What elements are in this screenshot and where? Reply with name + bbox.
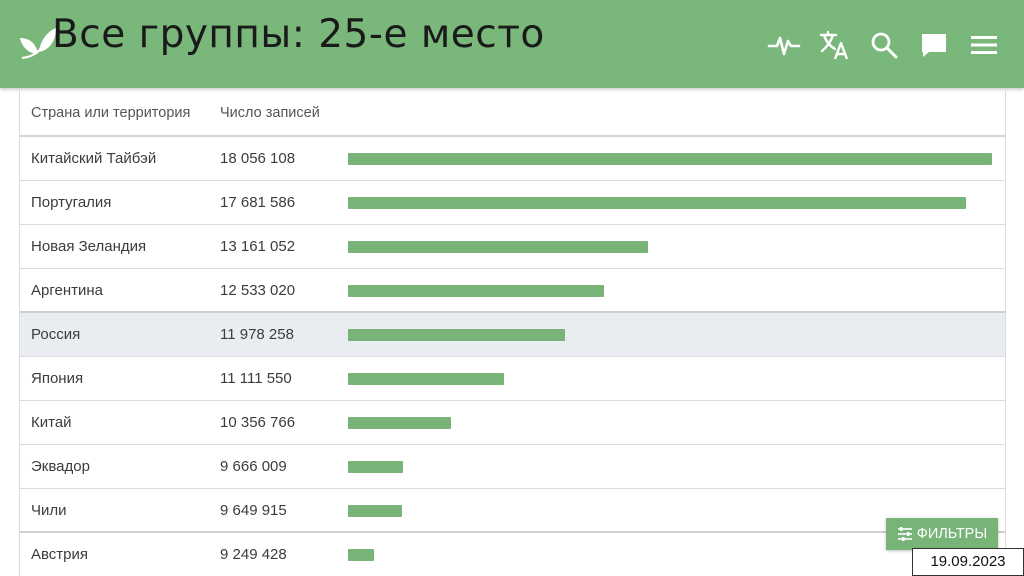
- table-header-row: Страна или территория Число записей: [20, 91, 1005, 137]
- bar-track: [348, 549, 994, 561]
- column-header-country[interactable]: Страна или территория: [31, 105, 191, 121]
- menu-icon[interactable]: [967, 28, 1001, 62]
- sliders-icon: [897, 527, 912, 541]
- country-name: Австрия: [31, 546, 89, 563]
- value-bar: [348, 417, 451, 429]
- value-bar: [348, 153, 992, 165]
- country-name: Португалия: [31, 194, 112, 211]
- value-bar: [348, 505, 402, 517]
- table-row[interactable]: Новая Зеландия 13 161 052: [20, 225, 1005, 269]
- value-bar: [348, 461, 403, 473]
- table-row[interactable]: Португалия 17 681 586: [20, 181, 1005, 225]
- table-row[interactable]: Чили 9 649 915: [20, 489, 1005, 533]
- activity-icon[interactable]: [767, 28, 801, 62]
- country-name: Китай: [31, 414, 72, 431]
- bar-track: [348, 197, 994, 209]
- bar-track: [348, 373, 994, 385]
- bar-track: [348, 417, 994, 429]
- table-row[interactable]: Китайский Тайбэй 18 056 108: [20, 137, 1005, 181]
- record-count: 9 649 915: [220, 502, 287, 519]
- record-count: 12 533 020: [220, 282, 296, 299]
- table-body: Китайский Тайбэй 18 056 108 Португалия 1…: [20, 137, 1005, 576]
- search-icon[interactable]: [867, 28, 901, 62]
- chat-icon[interactable]: [917, 28, 951, 62]
- table-row[interactable]: Китай 10 356 766: [20, 401, 1005, 445]
- table-row[interactable]: Аргентина 12 533 020: [20, 269, 1005, 313]
- value-bar: [348, 329, 565, 341]
- record-count: 9 666 009: [220, 458, 287, 475]
- filters-button-label: ФИЛЬТРЫ: [916, 526, 988, 542]
- record-count: 11 978 258: [220, 326, 294, 343]
- country-name: Эквадор: [31, 458, 90, 475]
- country-name: Япония: [31, 370, 84, 387]
- value-bar: [348, 197, 966, 209]
- records-table: Страна или территория Число записей Кита…: [19, 91, 1006, 576]
- record-count: 11 111 550: [220, 370, 292, 387]
- table-row[interactable]: Эквадор 9 666 009: [20, 445, 1005, 489]
- date-label: 19.09.2023: [912, 548, 1024, 576]
- value-bar: [348, 549, 374, 561]
- translate-icon[interactable]: [818, 28, 852, 62]
- bar-track: [348, 285, 994, 297]
- column-header-count[interactable]: Число записей: [220, 105, 320, 121]
- country-name: Китайский Тайбэй: [31, 150, 157, 167]
- bar-track: [348, 505, 994, 517]
- country-name: Новая Зеландия: [31, 238, 147, 255]
- top-app-bar: Все группы: 25-е место: [0, 0, 1024, 88]
- record-count: 18 056 108: [220, 150, 296, 167]
- table-row-highlighted[interactable]: Россия 11 978 258: [20, 313, 1005, 357]
- country-name: Россия: [31, 326, 81, 343]
- page-title: Все группы: 25-е место: [52, 12, 545, 57]
- filters-button[interactable]: ФИЛЬТРЫ: [886, 518, 998, 550]
- record-count: 17 681 586: [220, 194, 296, 211]
- bar-track: [348, 241, 994, 253]
- country-name: Чили: [31, 502, 67, 519]
- bar-track: [348, 329, 994, 341]
- record-count: 10 356 766: [220, 414, 296, 431]
- record-count: 13 161 052: [220, 238, 296, 255]
- record-count: 9 249 428: [220, 546, 287, 563]
- value-bar: [348, 241, 648, 253]
- value-bar: [348, 285, 604, 297]
- bar-track: [348, 461, 994, 473]
- value-bar: [348, 373, 504, 385]
- table-row[interactable]: Япония 11 111 550: [20, 357, 1005, 401]
- bar-track: [348, 153, 994, 165]
- leaf-logo-icon[interactable]: [18, 24, 58, 64]
- country-name: Аргентина: [31, 282, 103, 299]
- table-row[interactable]: Австрия 9 249 428: [20, 533, 1005, 576]
